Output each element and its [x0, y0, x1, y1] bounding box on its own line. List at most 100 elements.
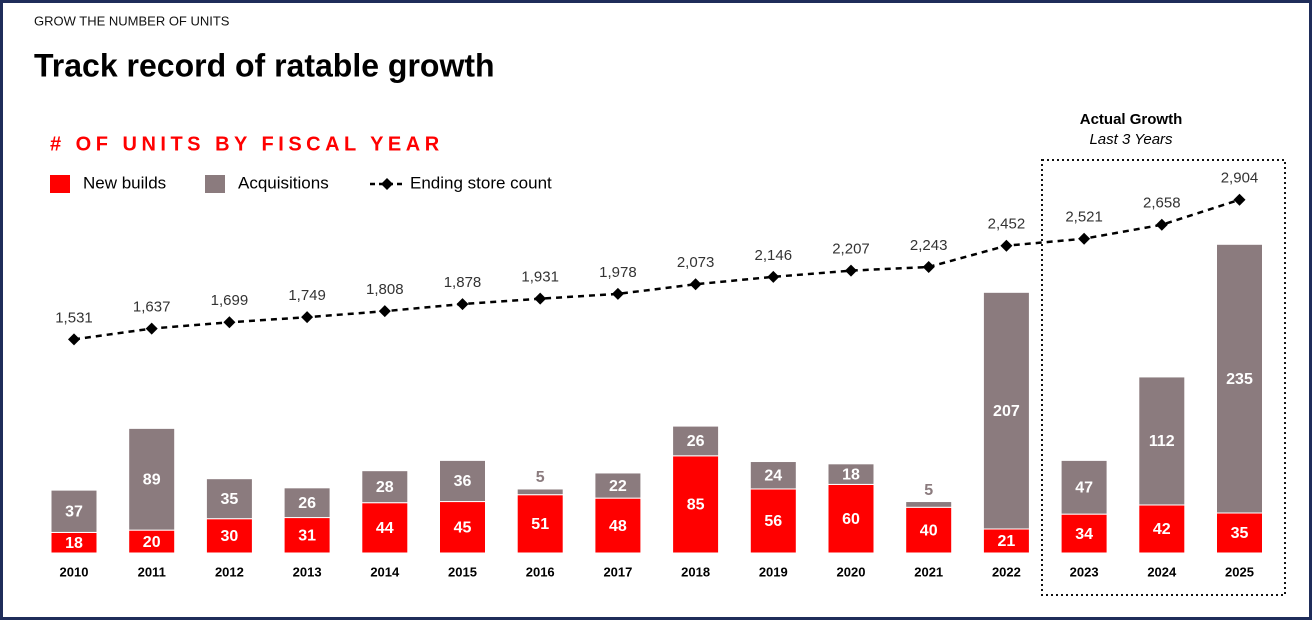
data-label: 42	[1153, 521, 1171, 538]
data-label: 1,531	[55, 309, 93, 326]
data-label: 5	[536, 469, 545, 486]
legend-label: New builds	[83, 173, 166, 192]
bar-segment	[827, 463, 875, 485]
data-label: 2,658	[1143, 195, 1181, 212]
bar-segment	[439, 501, 486, 554]
bar-segment	[594, 472, 642, 499]
data-label: 1,749	[288, 287, 326, 304]
bar-segment	[749, 488, 797, 554]
data-label: 47	[1075, 479, 1093, 496]
line	[73, 198, 1240, 341]
data-label: 31	[298, 527, 316, 544]
bar-segment	[50, 489, 98, 533]
data-label: 207	[993, 403, 1020, 420]
data-label: 28	[376, 479, 394, 496]
line-marker	[1233, 193, 1246, 206]
annotation-subtitle: Last 3 Years	[1089, 131, 1173, 148]
line-marker	[145, 322, 158, 335]
data-label: 51	[531, 516, 549, 533]
x-tick-label: 2016	[526, 564, 555, 579]
kicker: GROW THE NUMBER OF UNITS	[34, 13, 230, 28]
line-marker	[68, 333, 80, 346]
x-tick-label: 2020	[837, 564, 866, 579]
data-label: 112	[1149, 433, 1175, 450]
data-label: 22	[609, 478, 627, 495]
bar-segment	[361, 470, 409, 504]
data-label: 30	[221, 528, 239, 545]
x-tick-label: 2019	[759, 564, 788, 579]
bar-segment	[516, 494, 564, 554]
data-label: 2,452	[988, 216, 1026, 233]
line-marker	[456, 298, 469, 311]
data-label: 1,878	[444, 274, 482, 291]
bar-segment	[205, 478, 253, 520]
x-tick-label: 2014	[370, 564, 400, 579]
data-label: 85	[687, 497, 705, 514]
legend-swatch	[205, 175, 225, 193]
data-label: 89	[143, 471, 161, 488]
data-label: 36	[454, 473, 472, 490]
data-label: 1,699	[211, 292, 249, 309]
data-label: 18	[842, 466, 860, 483]
data-label: 34	[1075, 526, 1093, 543]
bar-segment	[283, 517, 331, 554]
annotation-title: Actual Growth	[1080, 111, 1183, 128]
x-tick-label: 2021	[914, 564, 943, 579]
x-tick-label: 2022	[992, 564, 1021, 579]
bar-segment	[1060, 513, 1108, 554]
data-label: 2,146	[755, 247, 793, 264]
line-marker	[378, 305, 391, 318]
bar-segment	[1060, 459, 1108, 515]
x-tick-label: 2010	[60, 564, 89, 579]
data-label: 2,521	[1065, 209, 1103, 226]
data-label: 21	[998, 533, 1016, 550]
bar-segment	[1216, 243, 1263, 514]
data-label: 5	[924, 482, 933, 499]
chart-title: Track record of ratable growth	[34, 47, 495, 83]
bar-segment	[1216, 512, 1263, 554]
line-marker	[301, 311, 314, 324]
data-label: 60	[842, 511, 860, 528]
bar-segment	[827, 483, 875, 554]
x-tick-label: 2023	[1070, 564, 1099, 579]
data-label: 45	[454, 519, 472, 536]
bar-segment	[205, 518, 253, 554]
data-label: 235	[1226, 371, 1253, 388]
x-tick-label: 2025	[1225, 564, 1254, 579]
x-tick-label: 2017	[603, 564, 632, 579]
legend-swatch	[50, 175, 70, 193]
data-label: 2,207	[832, 241, 870, 258]
line-marker	[223, 316, 236, 329]
data-label: 1,808	[366, 281, 404, 298]
data-label: 1,637	[133, 299, 171, 316]
x-tick-label: 2015	[448, 564, 477, 579]
bar-segment	[128, 427, 176, 531]
bar-segment	[982, 291, 1030, 530]
line-marker	[767, 270, 780, 283]
data-label: 2,073	[677, 254, 715, 271]
bar-segment	[439, 459, 486, 503]
bar-segment	[361, 502, 409, 554]
x-tick-label: 2011	[138, 564, 166, 579]
line-marker	[534, 292, 547, 305]
line-marker	[611, 287, 624, 300]
bar-segment	[1138, 504, 1186, 554]
bar-segment	[672, 455, 720, 554]
data-label: 1,978	[599, 264, 637, 281]
data-label: 56	[764, 513, 782, 530]
data-label: 26	[298, 495, 316, 512]
x-tick-label: 2012	[215, 564, 244, 579]
data-label: 1,931	[521, 269, 559, 286]
legend-marker	[381, 178, 393, 190]
data-label: 37	[65, 503, 83, 520]
bar-segment	[1138, 376, 1186, 506]
data-label: 35	[1231, 525, 1249, 542]
x-tick-label: 2018	[681, 564, 710, 579]
data-label: 26	[687, 433, 705, 450]
bar-segment	[749, 461, 797, 490]
bar-segment	[516, 488, 564, 496]
data-label: 18	[65, 535, 83, 552]
